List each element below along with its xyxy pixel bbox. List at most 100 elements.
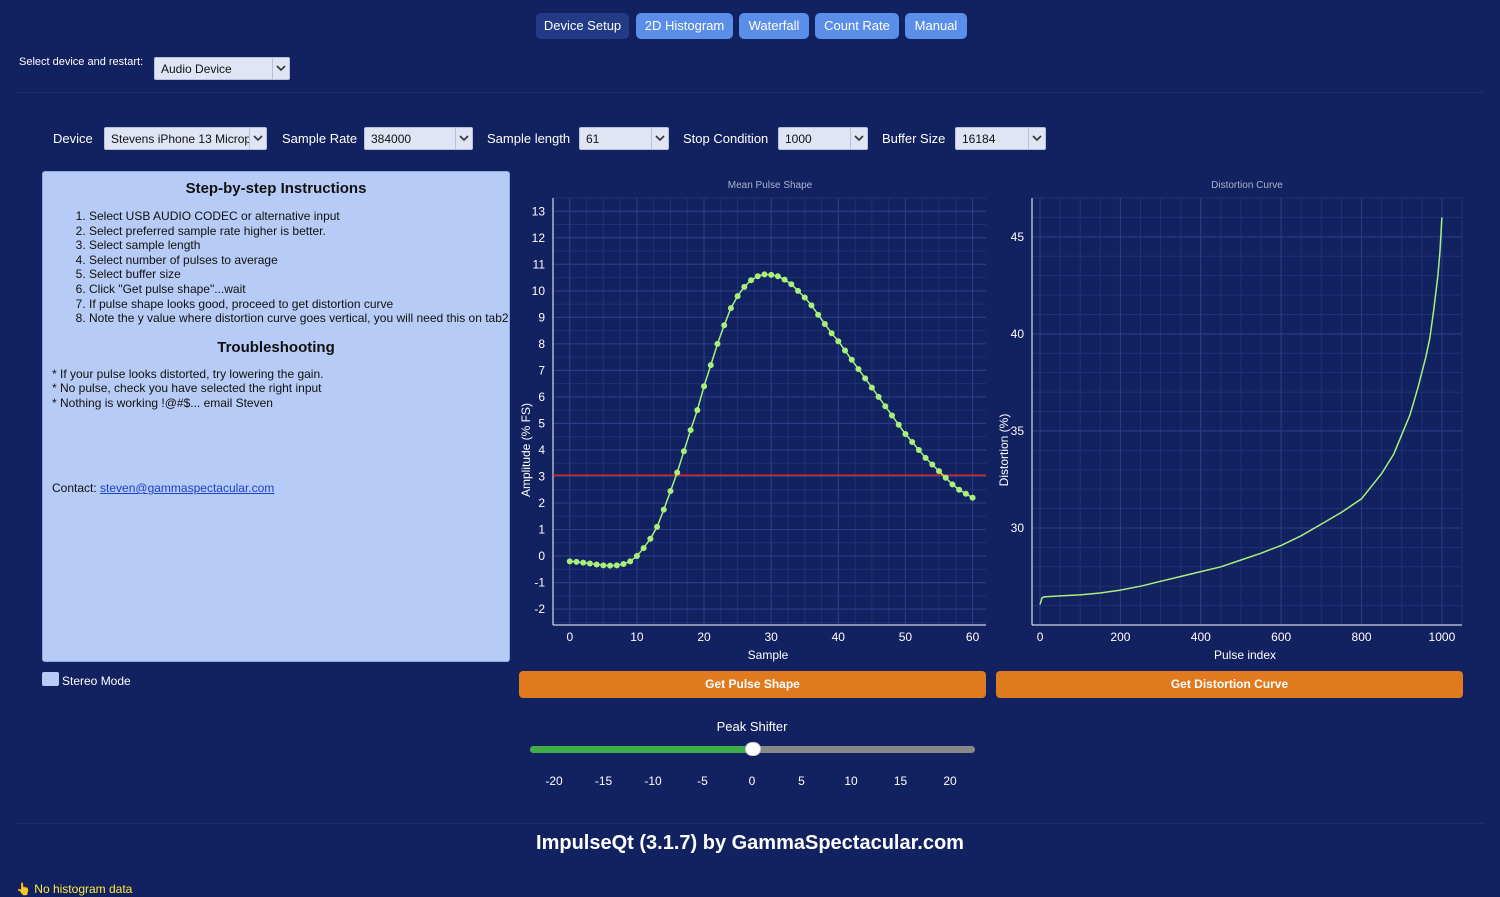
y-tick-label: 0: [538, 549, 545, 563]
data-point: [835, 338, 842, 345]
audio-device-select[interactable]: Audio Device: [154, 57, 290, 80]
tab-device-setup[interactable]: Device Setup: [536, 13, 629, 39]
chevron-down-icon: [455, 128, 472, 149]
data-point: [761, 271, 768, 278]
footer-title: ImpulseQt (3.1.7) by GammaSpectacular.co…: [536, 832, 964, 854]
stop-condition-label: Stop Condition: [683, 131, 769, 146]
y-tick-label: 6: [538, 390, 545, 404]
sample-length-select[interactable]: 61: [579, 127, 669, 150]
sample-rate-value: 384000: [371, 132, 412, 146]
y-tick-label: 30: [1011, 521, 1025, 535]
get-distortion-curve-button[interactable]: Get Distortion Curve: [996, 671, 1463, 698]
data-point: [640, 545, 647, 552]
y-tick-label: 2: [538, 496, 545, 510]
chevron-down-icon: [850, 128, 867, 149]
contact-email-link[interactable]: steven@gammaspectacular.com: [100, 481, 275, 495]
data-point: [734, 293, 741, 300]
data-point: [815, 311, 822, 318]
data-point: [922, 454, 929, 461]
instruction-step: Select buffer size: [89, 267, 509, 282]
instruction-step: Note the y value where distortion curve …: [89, 311, 509, 326]
pulse-x-axis-label: Sample: [748, 648, 789, 662]
data-point: [600, 562, 607, 569]
y-tick-label: 5: [538, 416, 545, 430]
peak-shifter-tick-label: -20: [545, 774, 563, 788]
y-tick-label: 9: [538, 310, 545, 324]
sample-length-label: Sample length: [487, 131, 571, 146]
peak-shifter-fill: [530, 746, 753, 753]
chevron-down-icon: [651, 128, 668, 149]
data-point: [788, 281, 795, 288]
data-point: [855, 366, 862, 373]
data-point: [741, 283, 748, 290]
x-tick-label: 200: [1110, 630, 1130, 644]
device-select[interactable]: Stevens iPhone 13 Microp: [104, 127, 267, 150]
chevron-down-icon: [249, 128, 266, 149]
tab-manual[interactable]: Manual: [905, 13, 967, 39]
pulse-chart-title: Mean Pulse Shape: [727, 180, 813, 191]
peak-shifter-handle[interactable]: [744, 742, 761, 756]
y-tick-label: 3: [538, 469, 545, 483]
x-tick-label: 400: [1191, 630, 1211, 644]
data-point: [902, 431, 909, 438]
sample-rate-select[interactable]: 384000: [364, 127, 473, 150]
tab-bar: Device Setup 2D Histogram Waterfall Coun…: [0, 13, 1500, 39]
y-tick-label: 8: [538, 337, 545, 351]
tab-2d-histogram[interactable]: 2D Histogram: [636, 13, 733, 39]
peak-shifter-tick-label: 10: [844, 774, 858, 788]
data-point: [674, 469, 681, 476]
sample-rate-label: Sample Rate: [282, 131, 358, 146]
pointing-hand-icon: 👆: [16, 882, 31, 896]
data-point: [627, 558, 634, 565]
troubleshooting-title: Troubleshooting: [217, 338, 335, 356]
data-point: [667, 488, 674, 495]
pulse-y-axis-label: Amplitude (% FS): [519, 403, 533, 497]
x-tick-label: 800: [1352, 630, 1372, 644]
data-point: [654, 523, 661, 530]
data-point: [969, 494, 976, 501]
data-point: [774, 273, 781, 280]
data-point: [721, 322, 728, 329]
data-point: [680, 448, 687, 455]
instruction-step: Select USB AUDIO CODEC or alternative in…: [89, 209, 509, 224]
data-point: [613, 562, 620, 569]
device-label: Device: [53, 131, 93, 146]
x-tick-label: 60: [966, 630, 980, 644]
tab-count-rate[interactable]: Count Rate: [815, 13, 899, 39]
data-point: [593, 561, 600, 568]
peak-shifter-tick-label: -5: [697, 774, 708, 788]
data-point: [580, 559, 587, 566]
data-point: [607, 562, 614, 569]
distortion-y-axis-label: Distortion (%): [997, 414, 1011, 487]
buffer-size-select[interactable]: 16184: [955, 127, 1046, 150]
instruction-step: Select number of pulses to average: [89, 253, 509, 268]
data-point: [768, 271, 775, 278]
data-point: [707, 362, 714, 369]
data-point: [727, 305, 734, 312]
data-point: [808, 302, 815, 309]
peak-shifter-tick-label: -10: [644, 774, 662, 788]
series-line: [1039, 217, 1443, 605]
data-point: [821, 320, 828, 327]
stereo-mode-checkbox[interactable]: [42, 672, 59, 686]
data-point: [714, 340, 721, 347]
buffer-size-label: Buffer Size: [882, 131, 946, 146]
data-point: [889, 412, 896, 419]
data-point: [754, 273, 761, 280]
peak-shifter-tick-label: -15: [594, 774, 613, 788]
data-point: [647, 535, 654, 542]
data-point: [929, 461, 936, 468]
tab-waterfall[interactable]: Waterfall: [739, 13, 809, 39]
data-point: [573, 558, 580, 565]
x-tick-label: 20: [697, 630, 711, 644]
get-pulse-shape-button[interactable]: Get Pulse Shape: [519, 671, 986, 698]
data-point: [701, 383, 708, 390]
stop-condition-select[interactable]: 1000: [778, 127, 868, 150]
data-point: [862, 375, 869, 382]
data-point: [936, 468, 943, 475]
data-point: [781, 276, 788, 283]
data-point: [633, 553, 640, 560]
data-point: [915, 446, 922, 453]
data-point: [828, 330, 835, 337]
